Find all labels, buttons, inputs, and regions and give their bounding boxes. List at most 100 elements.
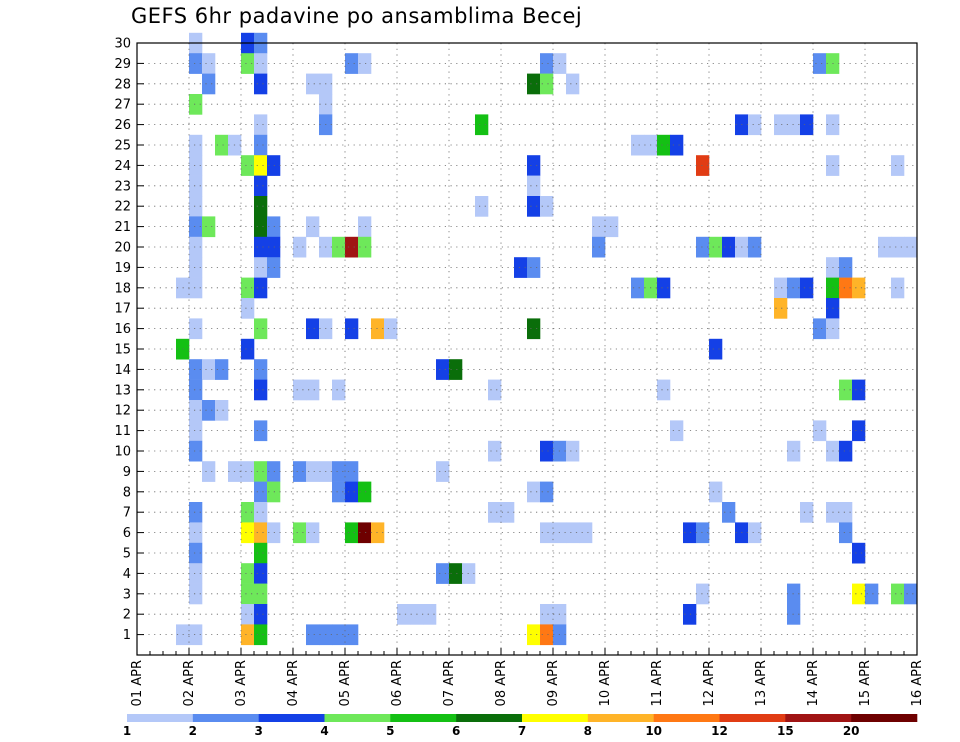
heatmap-cell (254, 583, 268, 605)
heatmap-cell (436, 461, 450, 482)
y-tick-label: 14 (114, 363, 131, 378)
heatmap-cell (189, 542, 203, 564)
heatmap-cell (202, 359, 216, 380)
heatmap-cell (839, 277, 853, 299)
heatmap-cell (293, 522, 307, 544)
heatmap-cell (189, 134, 203, 156)
legend-swatch (192, 714, 259, 722)
heatmap-cell (488, 379, 502, 401)
heatmap-cell (254, 604, 268, 625)
x-tick-label: 03 APR (234, 660, 249, 706)
y-tick-label: 9 (123, 465, 131, 480)
heatmap-cell (332, 624, 346, 646)
heatmap-cell (774, 298, 788, 319)
heatmap-cell (332, 481, 346, 503)
heatmap-cell (748, 114, 762, 136)
heatmap-cell (202, 216, 216, 238)
heatmap-cell (540, 53, 554, 74)
heatmap-cell (189, 379, 203, 401)
heatmap-cell (189, 277, 203, 299)
heatmap-cell (254, 481, 268, 503)
heatmap-cell (709, 481, 723, 503)
heatmap-cell (566, 73, 580, 95)
heatmap-cell (774, 277, 788, 299)
heatmap-cell (254, 257, 268, 278)
heatmap-cell (696, 155, 710, 176)
legend-label: 7 (518, 724, 526, 738)
heatmap-cell (527, 196, 541, 217)
heatmap-cell (293, 461, 307, 482)
heatmap-cell (241, 583, 255, 605)
heatmap-cell (540, 73, 554, 95)
heatmap-cell (657, 379, 671, 401)
heatmap-cell (683, 604, 697, 625)
heatmap-cell (202, 53, 216, 74)
heatmap-cell (852, 583, 866, 605)
heatmap-cell (592, 236, 606, 258)
heatmap-cell (839, 522, 853, 544)
heatmap-cell (254, 134, 268, 156)
heatmap-cell (852, 420, 866, 442)
heatmap-cell (579, 522, 593, 544)
heatmap-cell (189, 502, 203, 523)
heatmap-cell (527, 155, 541, 176)
legend-swatch (127, 714, 194, 722)
heatmap-cell (189, 400, 203, 421)
heatmap-cell (241, 155, 255, 176)
heatmap-cell (696, 583, 710, 605)
x-tick-label: 07 APR (442, 660, 457, 706)
heatmap-cell (241, 522, 255, 544)
heatmap-cell (215, 400, 229, 421)
heatmap-cell (306, 216, 320, 238)
heatmap-cell (631, 134, 645, 156)
x-tick-label: 04 APR (286, 660, 301, 706)
heatmap-cell (813, 318, 827, 340)
heatmap-cell (254, 196, 268, 217)
y-tick-label: 16 (114, 322, 131, 337)
y-tick-label: 30 (114, 37, 131, 52)
heatmap-cell (709, 236, 723, 258)
x-tick-label: 13 APR (754, 660, 769, 706)
heatmap-cell (332, 379, 346, 401)
heatmap-cell (254, 318, 268, 340)
heatmap-cell (566, 440, 580, 462)
heatmap-cell (839, 440, 853, 462)
heatmap-cell (241, 461, 255, 482)
heatmap-cell (800, 502, 814, 523)
heatmap-cell (527, 73, 541, 95)
heatmap-cell (267, 461, 281, 482)
x-tick-label: 02 APR (182, 660, 197, 706)
heatmap-cell (345, 461, 359, 482)
x-tick-label: 15 APR (858, 660, 873, 706)
heatmap-cell (449, 563, 463, 584)
y-tick-label: 18 (114, 281, 131, 296)
heatmap-cell (202, 73, 216, 95)
heatmap-cell (189, 236, 203, 258)
heatmap-cell (306, 73, 320, 95)
heatmap-cell (254, 379, 268, 401)
heatmap-cell (254, 624, 268, 646)
heatmap-cell (527, 175, 541, 197)
heatmap-cell (189, 318, 203, 340)
heatmap-cell (241, 338, 255, 360)
heatmap-cell (189, 563, 203, 584)
heatmap-cell (449, 359, 463, 380)
heatmap-cell (657, 134, 671, 156)
heatmap-cell (254, 53, 268, 74)
heatmap-cell (540, 196, 554, 217)
y-tick-label: 25 (114, 139, 131, 154)
heatmap-cell (189, 420, 203, 442)
x-tick-label: 14 APR (806, 660, 821, 706)
heatmap-cell (683, 522, 697, 544)
heatmap-cell (852, 379, 866, 401)
heatmap-cell (657, 277, 671, 299)
heatmap-cell (891, 155, 905, 176)
y-tick-label: 10 (114, 445, 131, 460)
heatmap-cell (397, 604, 411, 625)
heatmap-cell (189, 583, 203, 605)
heatmap-cell (371, 318, 385, 340)
legend-swatch (324, 714, 391, 722)
heatmap-cell (306, 624, 320, 646)
heatmap-cell (540, 522, 554, 544)
heatmap-cell (904, 236, 918, 258)
